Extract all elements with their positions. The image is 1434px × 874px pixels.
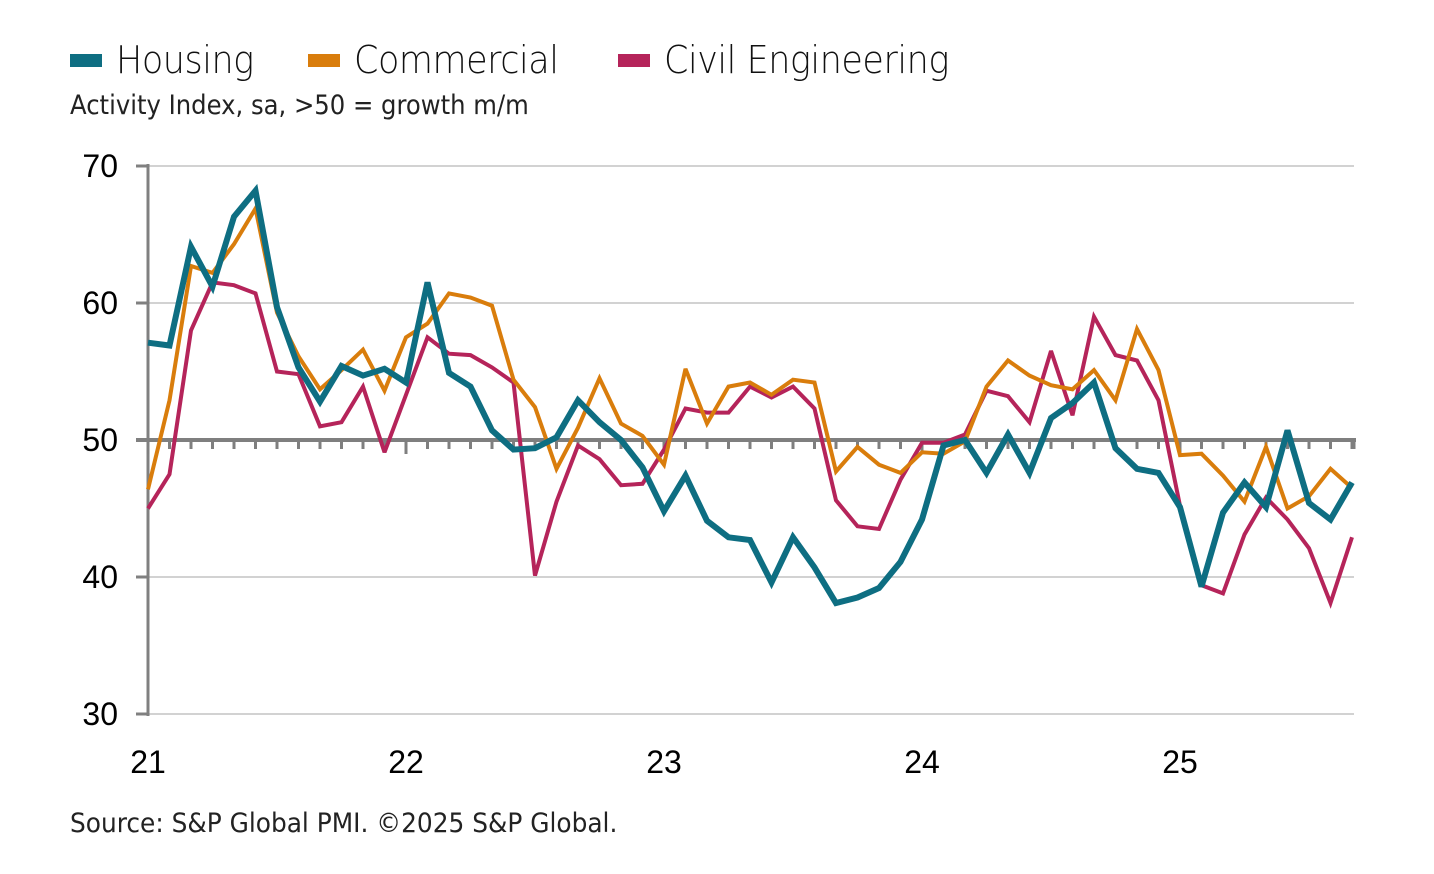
x-tick-label: 21: [130, 744, 166, 780]
series-lines: [146, 183, 1355, 609]
x-tick-label: 23: [646, 744, 682, 780]
legend-swatch-civil-engineering: [617, 53, 650, 67]
y-tick-label: 40: [82, 559, 118, 595]
y-axis-ticks: 30 40 50 60 70: [82, 148, 148, 732]
y-tick-label: 30: [82, 696, 118, 732]
x-tick-label: 24: [904, 744, 940, 780]
x-axis-ticks: 21 22 23 24 25: [130, 440, 1356, 780]
series-line-commercial: [146, 203, 1354, 512]
series-line-housing: [147, 183, 1355, 607]
chart-legend: Housing Commercial Civil Engineering: [70, 38, 1016, 82]
x-tick-label: 25: [1162, 744, 1198, 780]
chart-source: Source: S&P Global PMI. ©2025 S&P Global…: [70, 808, 618, 839]
chart-subtitle: Activity Index, sa, >50 = growth m/m: [70, 90, 529, 121]
legend-item-commercial: Commercial: [307, 38, 576, 82]
y-tick-label: 60: [82, 285, 118, 321]
legend-label-commercial: Commercial: [353, 38, 559, 82]
y-tick-label: 70: [82, 148, 118, 184]
series-line-civil-engineering: [146, 280, 1354, 609]
legend-swatch-housing: [70, 53, 102, 67]
legend-label-housing: Housing: [116, 38, 254, 82]
legend-item-housing: Housing: [70, 38, 266, 82]
legend-label-civil-engineering: Civil Engineering: [663, 38, 949, 82]
x-tick-label: 22: [388, 744, 424, 780]
legend-swatch-commercial: [307, 53, 340, 67]
legend-item-civil-engineering: Civil Engineering: [617, 38, 974, 82]
y-tick-label: 50: [82, 422, 118, 458]
gridlines: [148, 165, 1354, 715]
